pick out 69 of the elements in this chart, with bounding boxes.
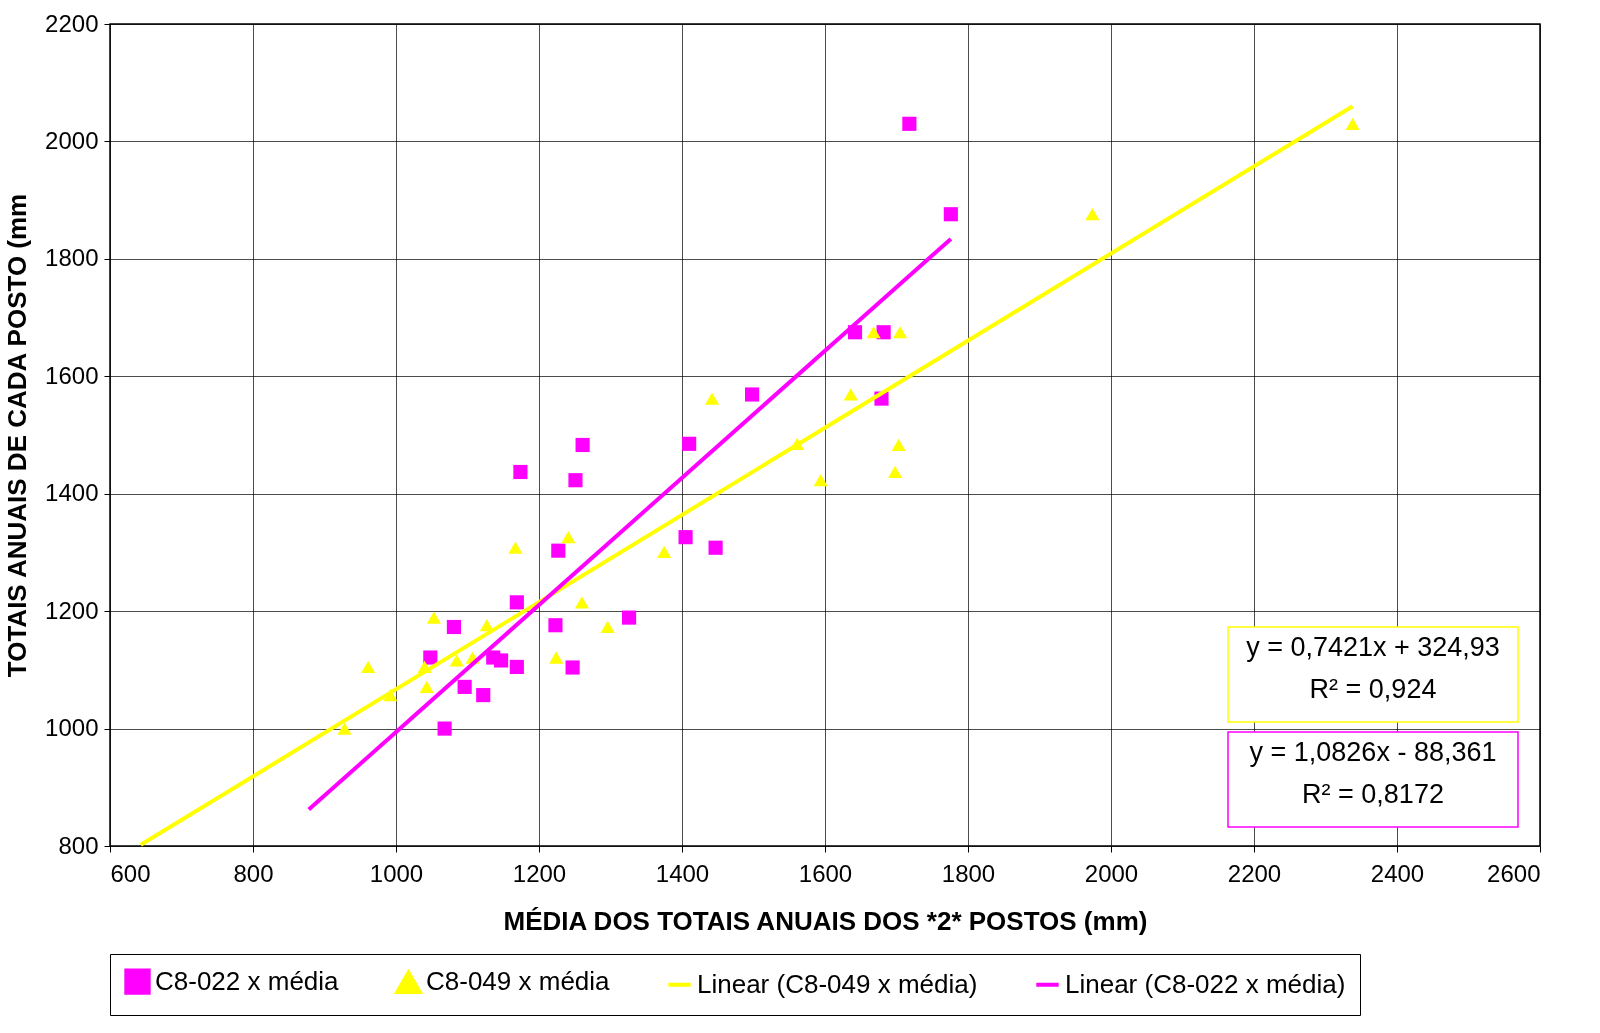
annotation: y = 1,0826x - 88,361 R² = 0,8172 bbox=[1249, 737, 1497, 809]
point bbox=[943, 207, 958, 222]
y-tick-label: 1400 bbox=[45, 479, 99, 507]
point bbox=[893, 326, 908, 339]
legend-label: C8-022 x média bbox=[155, 965, 340, 996]
x-tick-label: 600 bbox=[110, 859, 151, 887]
point bbox=[600, 620, 615, 634]
point bbox=[565, 660, 580, 675]
point bbox=[568, 473, 583, 488]
x-tick-label: 1600 bbox=[798, 859, 853, 887]
point bbox=[891, 438, 906, 452]
annotation: y = 0,7421x + 324,93 R² = 0,924 bbox=[1246, 632, 1500, 704]
point bbox=[508, 541, 523, 554]
point bbox=[449, 654, 464, 667]
point bbox=[457, 679, 472, 694]
point bbox=[704, 392, 720, 405]
point bbox=[902, 116, 917, 131]
point bbox=[494, 653, 509, 668]
point bbox=[622, 610, 637, 625]
point bbox=[361, 660, 376, 674]
point bbox=[866, 326, 881, 339]
point bbox=[551, 543, 566, 558]
point bbox=[745, 387, 760, 402]
point bbox=[888, 465, 903, 479]
point bbox=[509, 659, 524, 674]
point bbox=[575, 437, 590, 453]
point bbox=[1345, 117, 1360, 130]
y-tick-label: 2000 bbox=[45, 126, 99, 154]
point bbox=[1085, 208, 1100, 221]
y-tick-label: 1800 bbox=[45, 244, 99, 272]
x-tick-label: 1400 bbox=[655, 859, 710, 887]
point bbox=[574, 596, 589, 609]
point bbox=[513, 464, 528, 480]
y-tick-label: 800 bbox=[58, 831, 99, 859]
point bbox=[549, 651, 564, 664]
x-tick-label: 2200 bbox=[1227, 859, 1282, 887]
legend-label: C8-049 x média bbox=[426, 966, 611, 997]
x-tick-label: 1000 bbox=[369, 859, 424, 887]
point bbox=[708, 540, 723, 555]
point bbox=[437, 721, 452, 736]
point bbox=[423, 650, 438, 665]
y-tick-label: 1600 bbox=[45, 361, 99, 389]
y-tick-label: 1200 bbox=[45, 596, 99, 624]
y-tick-label: 1000 bbox=[45, 714, 99, 742]
point bbox=[876, 325, 891, 340]
y-tick-label: 2200 bbox=[45, 9, 99, 37]
point bbox=[426, 611, 441, 624]
point bbox=[678, 530, 693, 545]
y-axis-title: TOTAIS ANUAIS DE CADA POSTO (mm bbox=[2, 193, 33, 678]
point bbox=[419, 680, 434, 694]
x-tick-label: 1800 bbox=[941, 859, 996, 887]
legend-label: Linear (C8-049 x média) bbox=[697, 968, 978, 999]
point bbox=[476, 688, 491, 703]
x-axis-title: MÉDIA DOS TOTAIS ANUAIS DOS *2* POSTOS (mm) bbox=[503, 905, 1148, 936]
point bbox=[509, 595, 524, 610]
point bbox=[657, 545, 672, 558]
point bbox=[561, 531, 576, 544]
x-tick-label: 800 bbox=[233, 859, 274, 887]
x-tick-label: 2000 bbox=[1084, 859, 1139, 887]
point bbox=[337, 722, 352, 735]
x-tick-label: 2600 bbox=[1487, 859, 1541, 887]
x-tick-label: 2400 bbox=[1370, 859, 1425, 887]
point bbox=[548, 618, 563, 633]
x-tick-label: 1200 bbox=[512, 859, 567, 887]
legend-label: Linear (C8-022 x média) bbox=[1065, 968, 1346, 999]
point bbox=[813, 474, 828, 487]
point bbox=[446, 619, 461, 635]
point bbox=[843, 388, 858, 401]
point bbox=[682, 436, 697, 451]
